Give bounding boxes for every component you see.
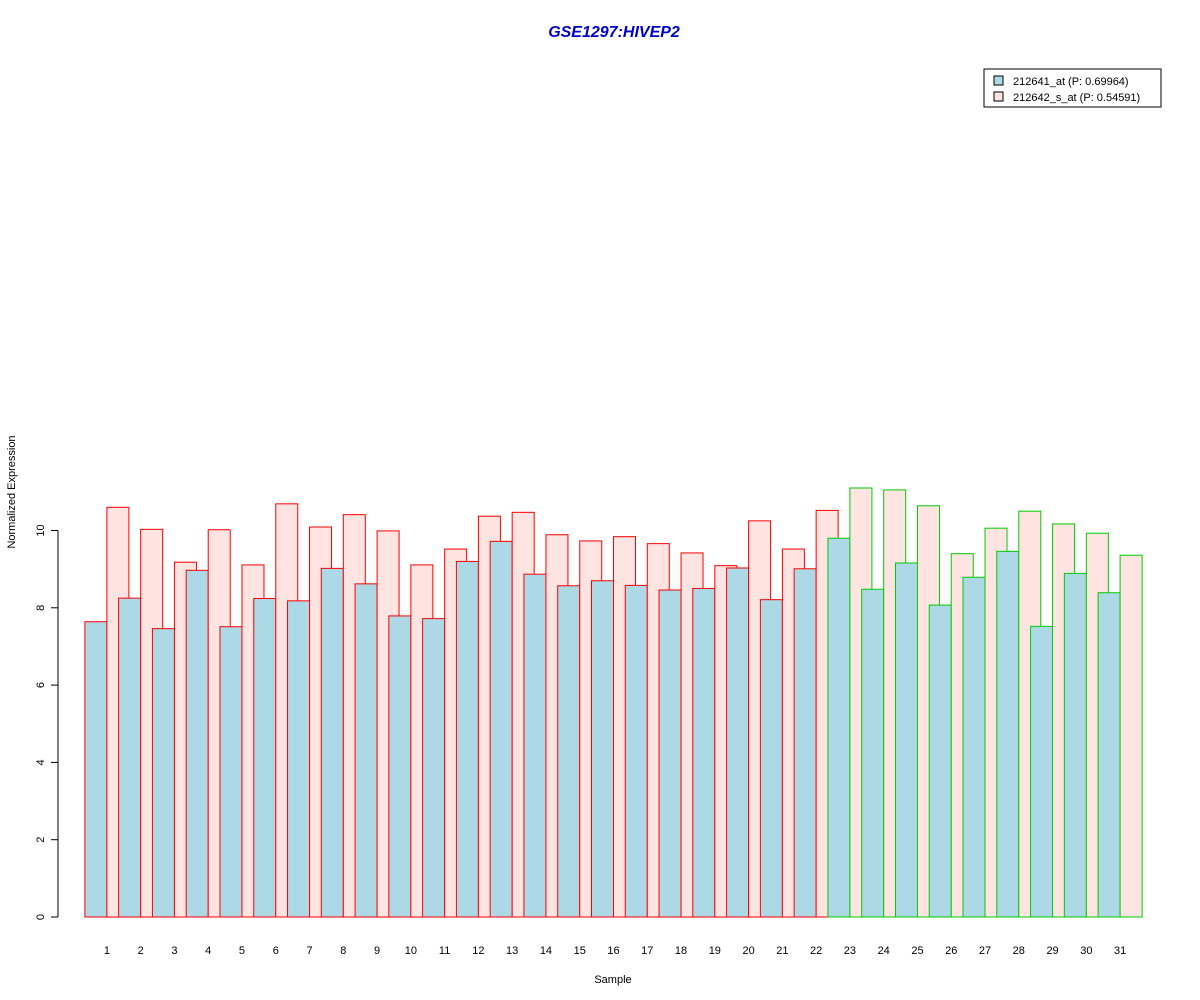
legend-box	[983, 68, 1162, 108]
bar-series1-sample-12	[455, 560, 479, 918]
bar-series1-sample-17	[624, 584, 648, 918]
x-tick-label: 8	[340, 945, 346, 957]
bar-series1-sample-8	[320, 567, 344, 918]
bar-series1-sample-9	[354, 583, 378, 918]
bar-series1-sample-19	[692, 587, 716, 918]
bar-series1-sample-13	[489, 540, 513, 918]
x-tick-label: 23	[844, 945, 856, 957]
x-tick-label: 31	[1114, 945, 1126, 957]
x-tick-label: 13	[506, 945, 518, 957]
y-tick-label: 6	[35, 682, 47, 688]
x-tick-label: 21	[776, 945, 788, 957]
y-tick-label: 8	[35, 605, 47, 611]
legend: 212641_at (P: 0.69964) 212642_s_at (P: 0…	[983, 68, 1162, 108]
bar-series1-sample-4	[185, 569, 209, 918]
x-tick-label: 2	[138, 945, 144, 957]
bar-series1-sample-27	[962, 576, 986, 918]
bar-series1-sample-1	[84, 621, 108, 918]
x-tick-label: 26	[945, 945, 957, 957]
x-tick-label: 5	[239, 945, 245, 957]
bar-series1-sample-28	[996, 550, 1020, 918]
bar-series1-sample-21	[759, 599, 783, 918]
x-tick-label: 16	[607, 945, 619, 957]
x-tick-label: 18	[675, 945, 687, 957]
x-tick-label: 29	[1046, 945, 1058, 957]
x-tick-label: 12	[472, 945, 484, 957]
bar-series1-sample-29	[1030, 625, 1054, 918]
x-tick-label: 20	[742, 945, 754, 957]
bar-series1-sample-23	[827, 537, 851, 918]
bar-series1-sample-7	[287, 600, 311, 918]
bar-series1-sample-22	[793, 568, 817, 918]
x-axis-label: Sample	[594, 974, 631, 986]
bar-series1-sample-24	[861, 588, 885, 918]
bar-series1-sample-10	[388, 615, 412, 918]
legend-swatch-212641-at	[993, 75, 1004, 86]
y-tick-label: 0	[35, 914, 47, 920]
bar-series1-sample-14	[523, 573, 547, 918]
x-tick-label: 30	[1080, 945, 1092, 957]
bar-series1-sample-2	[118, 597, 142, 918]
chart-title: GSE1297:HIVEP2	[548, 24, 680, 41]
bar-series1-sample-3	[151, 628, 175, 918]
x-tick-label: 19	[709, 945, 721, 957]
x-tick-label: 24	[878, 945, 890, 957]
bar-series2-sample-31	[1119, 554, 1143, 918]
bar-series1-sample-25	[894, 562, 918, 918]
x-tick-label: 22	[810, 945, 822, 957]
x-tick-label: 1	[104, 945, 110, 957]
x-tick-label: 15	[574, 945, 586, 957]
y-axis: 0 2 4 6 8 10	[35, 524, 59, 920]
bar-series1-sample-6	[253, 598, 277, 918]
x-tick-label: 3	[171, 945, 177, 957]
y-axis-label: Normalized Expression	[6, 435, 18, 548]
bars-group	[84, 487, 1143, 918]
x-tick-label: 6	[273, 945, 279, 957]
bar-series1-sample-5	[219, 626, 243, 918]
bar-series1-sample-20	[726, 567, 750, 918]
bar-series1-sample-16	[591, 580, 614, 918]
bar-series1-sample-15	[557, 585, 581, 918]
x-tick-labels: 1 2 3 4 5 6 7 8 9 10 11 12 13 14 15 16 17 18 19 20 21 22 23 24 2…	[104, 945, 1126, 957]
bar-series1-sample-31	[1097, 592, 1121, 918]
y-tick-label: 2	[35, 837, 47, 843]
x-tick-label: 27	[979, 945, 991, 957]
legend-label-212641-at: 212641_at (P: 0.69964)	[1013, 76, 1129, 88]
legend-label-212642-s-at: 212642_s_at (P: 0.54591)	[1013, 92, 1140, 104]
x-tick-label: 14	[540, 945, 552, 957]
x-tick-label: 10	[405, 945, 417, 957]
y-tick-label: 4	[35, 759, 47, 765]
bar-series1-sample-26	[928, 604, 952, 918]
x-tick-label: 25	[911, 945, 923, 957]
x-tick-label: 7	[306, 945, 312, 957]
bar-series1-sample-11	[422, 618, 446, 918]
x-tick-label: 11	[439, 945, 450, 957]
x-tick-label: 4	[205, 945, 211, 957]
x-tick-label: 9	[374, 945, 380, 957]
bar-series1-sample-30	[1063, 572, 1087, 918]
x-tick-label: 17	[641, 945, 653, 957]
x-tick-label: 28	[1013, 945, 1025, 957]
bar-series1-sample-18	[658, 589, 682, 918]
legend-swatch-212642-s-at	[993, 91, 1004, 102]
y-tick-label: 10	[35, 524, 47, 536]
